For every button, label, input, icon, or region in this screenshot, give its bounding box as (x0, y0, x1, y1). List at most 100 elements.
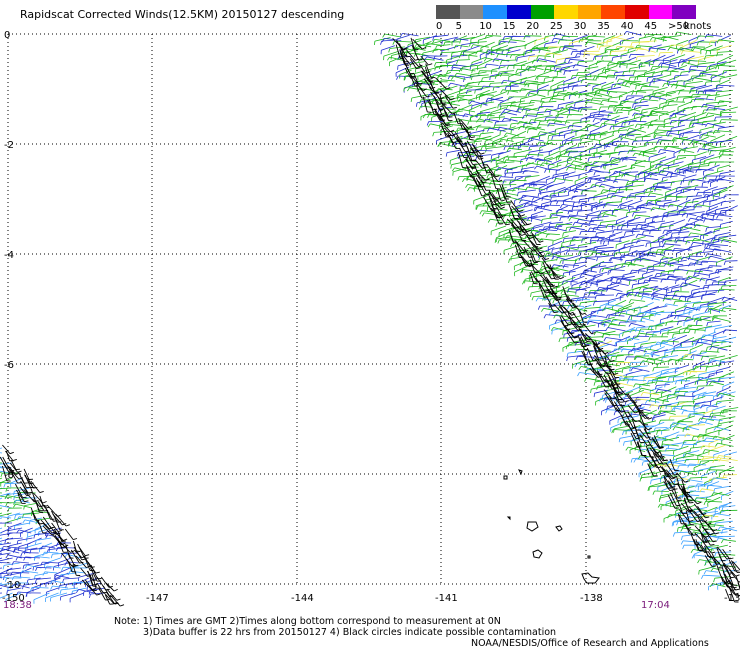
wind-barb-flag (617, 145, 619, 149)
wind-barb (668, 76, 680, 80)
wind-barb (621, 313, 635, 316)
wind-barb (489, 128, 505, 131)
wind-barb (499, 71, 514, 72)
wind-barb (680, 359, 694, 360)
wind-barb-flag (595, 291, 596, 295)
wind-barb (492, 67, 506, 70)
wind-barb (715, 105, 727, 107)
wind-barb-flag (672, 408, 674, 411)
wind-barb (596, 52, 608, 56)
wind-barb (490, 219, 502, 221)
wind-barb-flag (480, 211, 482, 215)
wind-barb (642, 315, 654, 317)
wind-barb (574, 237, 589, 238)
wind-barb-flag (560, 217, 561, 221)
wind-barb-flag (448, 83, 450, 86)
wind-barb (646, 142, 661, 143)
wind-barb-flag (451, 165, 452, 169)
wind-barb-flag (718, 128, 719, 132)
wind-barb-flag (646, 243, 647, 247)
wind-barb-flag (374, 41, 375, 45)
wind-barb (707, 546, 719, 547)
wind-barb (682, 189, 699, 190)
wind-barb (641, 342, 656, 344)
wind-barb (690, 477, 707, 478)
wind-barb-flag (706, 347, 707, 351)
wind-barb-flag (683, 545, 684, 549)
wind-barb (631, 362, 645, 363)
wind-barb-flag (682, 62, 684, 65)
wind-barb (507, 220, 520, 221)
wind-barb-flag (616, 355, 617, 359)
wind-barb-flag (681, 541, 683, 545)
wind-barb (609, 112, 623, 114)
wind-barb (620, 151, 636, 152)
wind-barb (520, 103, 535, 105)
wind-barb-flag (672, 334, 673, 338)
wind-barb (616, 117, 628, 120)
wind-barb-flag (615, 108, 616, 112)
wind-barb-flag (568, 125, 570, 128)
wind-barb (721, 136, 738, 143)
wind-barb (707, 207, 718, 212)
wind-barb-flag (387, 57, 389, 60)
wind-barb-flag (633, 407, 635, 410)
wind-barb-flag (526, 111, 527, 115)
wind-barb (606, 176, 620, 177)
wind-barb-flag (618, 205, 620, 208)
wind-barb-flag (548, 136, 549, 140)
wind-barb-flag (508, 40, 510, 44)
wind-barb-flag (469, 101, 471, 104)
wind-barb (692, 287, 708, 290)
wind-barb-flag (698, 60, 699, 64)
wind-barb-flag (523, 170, 525, 174)
wind-barb (694, 396, 706, 400)
wind-barb-flag (460, 40, 461, 44)
wind-barb (596, 180, 611, 183)
wind-barb (698, 386, 713, 387)
wind-barb-flag (711, 239, 713, 242)
wind-barb (484, 213, 499, 215)
wind-barb-flag (701, 356, 702, 360)
wind-barb-flag (608, 106, 609, 110)
wind-barb (688, 325, 702, 326)
wind-barb-flag (585, 179, 586, 183)
wind-barb (600, 112, 613, 113)
wind-barb-flag (597, 257, 598, 261)
wind-barb-flag (582, 313, 586, 314)
wind-barb-flag (435, 67, 436, 71)
wind-barb (596, 295, 614, 296)
wind-barb (631, 54, 645, 55)
wind-barb (490, 117, 505, 118)
wind-barb (529, 150, 543, 152)
wind-barb-flag (614, 411, 615, 415)
wind-barb (718, 165, 730, 168)
wind-barb (709, 485, 722, 486)
wind-barb-flag (698, 560, 700, 563)
wind-barb-flag (647, 381, 648, 385)
wind-barb (571, 276, 584, 281)
wind-barb-flag (687, 214, 688, 218)
wind-barb (696, 273, 710, 275)
wind-barb (628, 222, 645, 224)
wind-barb (660, 52, 673, 53)
wind-barb (717, 470, 735, 471)
wind-barb-flag (521, 169, 522, 173)
wind-barb-flag (693, 303, 694, 307)
wind-barb-flag (657, 140, 659, 144)
wind-barb-flag (467, 135, 469, 139)
wind-barb (561, 260, 577, 261)
wind-barb-flag (707, 322, 708, 326)
wind-barb-flag (597, 225, 599, 229)
wind-barb-flag (681, 536, 682, 540)
wind-barb (507, 133, 520, 136)
wind-barb (703, 121, 716, 122)
wind-barb (707, 254, 721, 257)
wind-barb-flag (688, 464, 690, 468)
wind-barb (591, 237, 604, 238)
wind-barb-flag (608, 92, 610, 96)
wind-barb-flag (689, 181, 690, 185)
wind-barb (601, 221, 616, 223)
wind-barb-flag (508, 91, 509, 95)
wind-barb (560, 338, 574, 339)
